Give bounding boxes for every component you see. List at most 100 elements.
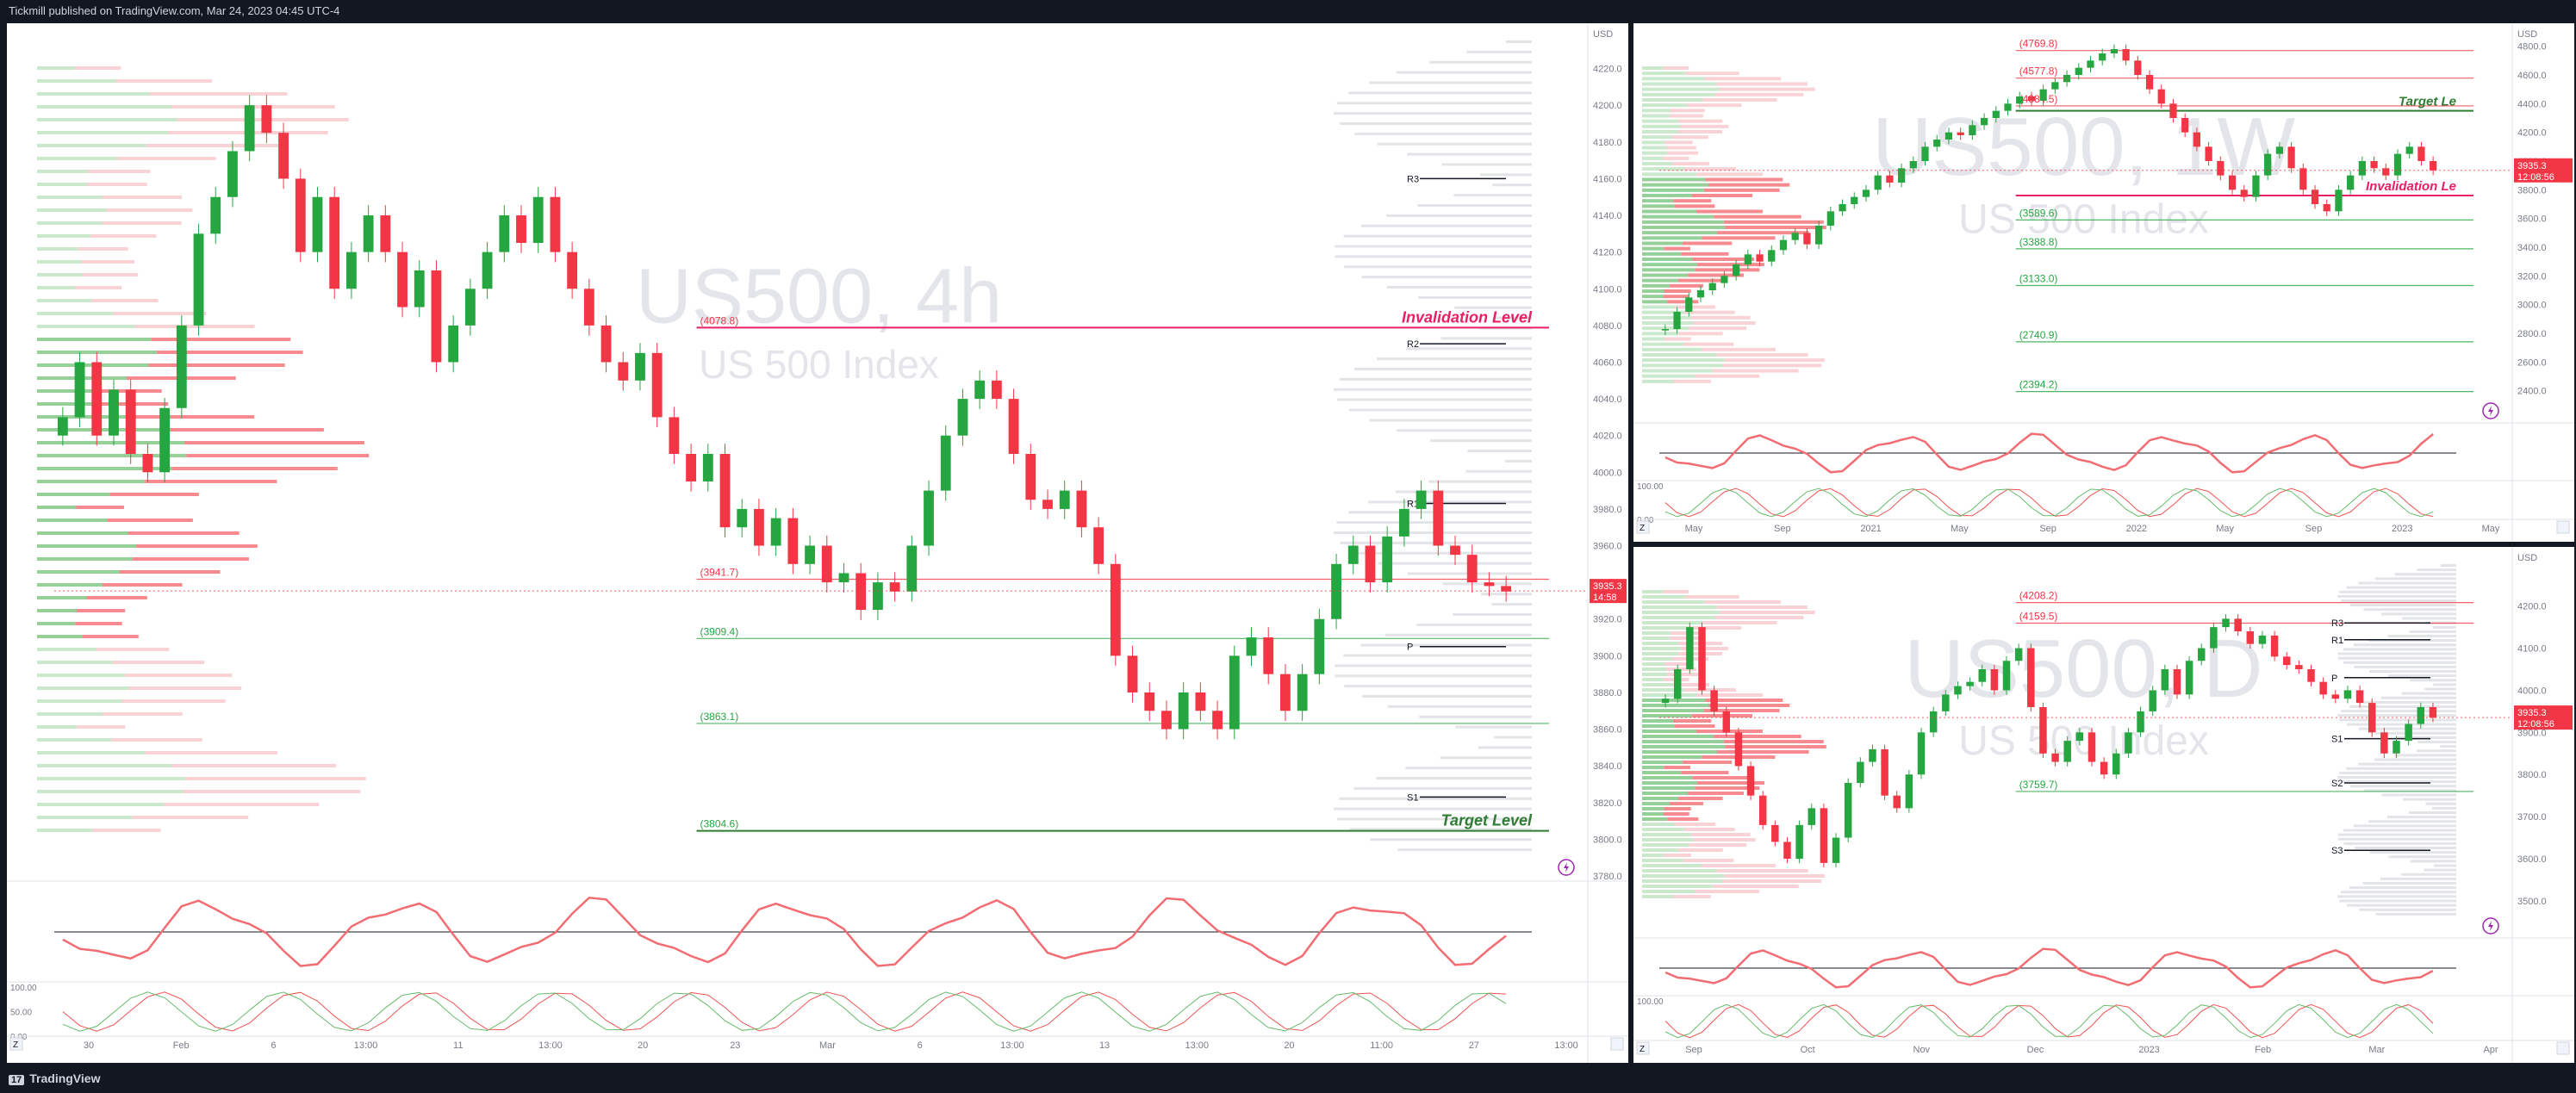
- volume-profile-bar-buy: [1642, 226, 1726, 229]
- y-tick-label: 3840.0: [1593, 761, 1622, 772]
- volume-profile-bar-sell: [90, 234, 157, 238]
- volume-profile-bar-sell: [1681, 124, 1729, 128]
- candle-body: [2370, 161, 2378, 169]
- volume-profile-bar-buy: [1642, 874, 1725, 878]
- candle-body: [464, 289, 476, 326]
- volume-profile-bar-sell: [186, 454, 370, 457]
- volume-profile-bar-sell: [1689, 843, 1747, 847]
- brand-name: TradingView: [29, 1071, 101, 1085]
- tradingview-logo[interactable]: 17 TradingView: [9, 1071, 100, 1085]
- candle-body: [499, 215, 510, 252]
- volume-profile-bar-sell: [1673, 199, 1712, 203]
- volume-profile-bar-right: [1348, 408, 1532, 412]
- volume-profile-bar-buy: [37, 105, 171, 109]
- candle-body: [2122, 49, 2130, 61]
- volume-profile-bar-sell: [1703, 709, 1780, 712]
- candle-body: [1966, 681, 1974, 686]
- volume-profile-bar-buy: [1642, 241, 1683, 245]
- candle-body: [2343, 690, 2352, 699]
- candle-body: [1909, 161, 1917, 169]
- oscillator-line: [62, 896, 1507, 967]
- volume-profile-bar-sell: [1714, 735, 1801, 738]
- candle-body: [1025, 454, 1036, 500]
- volume-profile-bar-sell: [86, 596, 147, 599]
- stoch-k-line: [1664, 1003, 2434, 1039]
- volume-profile-bar-sell: [1716, 869, 1808, 873]
- candle-body: [1212, 711, 1223, 730]
- volume-profile-bar-sell: [1677, 130, 1723, 134]
- y-tick-label: 2600.0: [2517, 357, 2547, 368]
- volume-profile-bar-sell: [1688, 273, 1744, 277]
- volume-profile-bar-right: [2353, 824, 2456, 828]
- volume-profile-bar-right: [2363, 608, 2456, 612]
- volume-profile-bar-sell: [1714, 92, 1804, 96]
- volume-profile-bar-sell: [1686, 626, 1742, 630]
- volume-profile-bar-right: [1354, 132, 1532, 135]
- volume-profile-bar-right: [1417, 204, 1532, 207]
- candle-body: [1280, 674, 1291, 711]
- volume-profile-bar-sell: [92, 829, 161, 832]
- volume-profile-bar-right: [2349, 886, 2456, 890]
- volume-profile-bar-right: [2346, 723, 2456, 726]
- candle-body: [1862, 189, 1870, 197]
- volume-profile-bar-right: [2358, 581, 2456, 585]
- x-tick-label: 2023: [2138, 1045, 2159, 1055]
- chart-panel-weekly[interactable]: US500, 1W US 500 Index (4769.8) (4577.8) (43…: [1633, 23, 2574, 542]
- auto-scale-icon: [2556, 520, 2570, 534]
- volume-profile-bar-sell: [1670, 109, 1705, 113]
- volume-profile-bar-buy: [1642, 812, 1664, 816]
- volume-profile-bar-right: [2340, 891, 2456, 894]
- volume-profile-bar-right: [2417, 568, 2456, 572]
- volume-profile-bar-sell: [1678, 278, 1723, 283]
- candle-body: [159, 407, 171, 473]
- candle-body: [1708, 283, 1716, 290]
- chart-panel-daily[interactable]: US500, D US 500 Index (4208.2) (4159.5) (375…: [1633, 547, 2574, 1063]
- volume-profile-bar-sell: [1696, 693, 1764, 697]
- candle-body: [2004, 103, 2012, 111]
- volume-profile-bar-right: [2359, 908, 2456, 911]
- candle-body: [1110, 563, 1121, 656]
- volume-profile-bar-sell: [1690, 833, 1751, 836]
- candle-body: [2295, 665, 2303, 669]
- volume-profile-bar-sell: [128, 686, 242, 690]
- volume-profile-bar-sell: [1681, 771, 1729, 774]
- volume-profile-bar-buy: [1642, 278, 1679, 283]
- y-tick-label: 3800.0: [1593, 835, 1622, 845]
- volume-profile-bar-right: [1479, 173, 1532, 177]
- candle-body: [1685, 297, 1693, 312]
- volume-profile-bar-buy: [1642, 693, 1697, 697]
- y-tick-label: 3400.0: [2517, 243, 2547, 253]
- volume-profile-bar-buy: [1642, 156, 1664, 160]
- volume-profile-bar-sell: [1720, 87, 1815, 91]
- y-tick-label: 4400.0: [2517, 99, 2547, 109]
- candle-body: [1791, 233, 1799, 240]
- candle-body: [2319, 681, 2327, 695]
- volume-profile-bar-sell: [91, 299, 159, 302]
- volume-profile-bar-sell: [1690, 315, 1751, 320]
- chart-panel-4h[interactable]: US500, 4h US 500 Index (4078.8) (3941.7) (39…: [7, 23, 1628, 1063]
- volume-profile-bar-buy: [1642, 140, 1665, 145]
- volume-profile-bar-buy: [1642, 87, 1720, 91]
- x-tick-label: 13:00: [1554, 1040, 1578, 1051]
- volume-profile-bar-sell: [1725, 745, 1826, 748]
- candle-body: [1484, 582, 1495, 587]
- candle-body: [109, 389, 119, 436]
- volume-profile-bar-right: [2346, 767, 2456, 770]
- volume-profile-bar-sell: [1664, 807, 1691, 810]
- volume-profile-bar-right: [2363, 700, 2456, 704]
- candle-body: [91, 362, 103, 436]
- volume-profile-bar-sell: [1716, 353, 1808, 357]
- candle-body: [1195, 692, 1206, 711]
- bar-countdown: 12:08:56: [2517, 172, 2554, 183]
- volume-profile-bar-buy: [1642, 358, 1725, 363]
- volume-profile-bar-right: [1348, 91, 1532, 95]
- candle-body: [2075, 67, 2082, 75]
- volume-profile-bar-right: [1369, 419, 1532, 422]
- candle-body: [1744, 254, 1752, 264]
- volume-profile-bar-sell: [1696, 781, 1764, 785]
- volume-profile-bar-sell: [1720, 611, 1815, 614]
- volume-profile-bar-buy: [1642, 724, 1676, 728]
- volume-profile-bar-sell: [83, 635, 139, 638]
- candle-body: [856, 573, 867, 611]
